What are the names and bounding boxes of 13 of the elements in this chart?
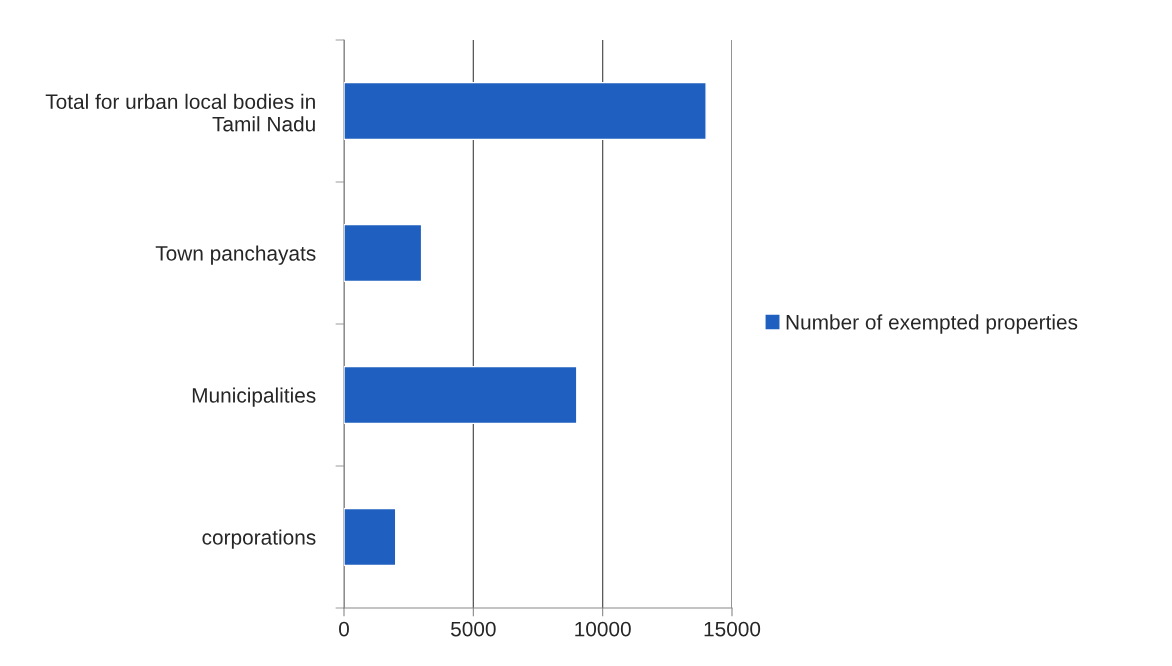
y-tick-label: Town panchayats <box>155 245 316 265</box>
x-tick-label: 0 <box>339 621 349 637</box>
legend-label: Number of exempted properties <box>786 314 1078 334</box>
bar <box>344 365 578 425</box>
x-tick-label: 5000 <box>451 621 496 637</box>
y-tick-label: Total for urban local bodies in Tamil Nadu <box>45 93 315 132</box>
x-tick-label: 10000 <box>575 621 631 637</box>
y-tick-label: corporations <box>202 529 316 549</box>
y-tick-label: Municipalities <box>192 387 316 407</box>
bar <box>344 223 423 283</box>
x-tick-label: 15000 <box>704 621 761 637</box>
bar <box>344 81 707 141</box>
bar <box>344 507 397 567</box>
